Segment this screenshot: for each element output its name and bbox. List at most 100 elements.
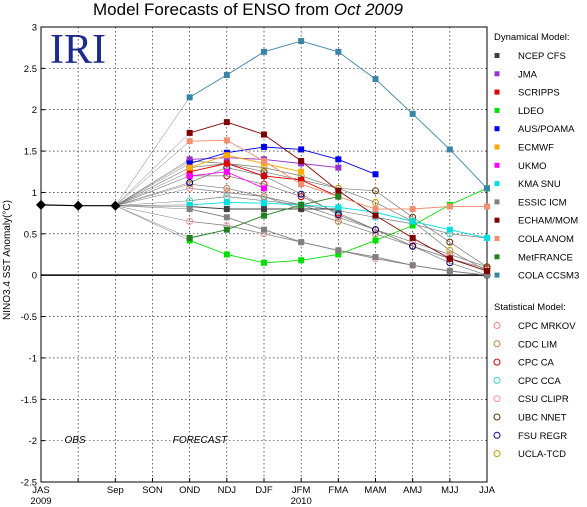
legend-swatch-echam-mom <box>494 217 500 223</box>
point-echam-mom <box>298 158 305 165</box>
legend-label-cpc-ca: CPC CA <box>518 358 555 369</box>
point-csu-clipr <box>186 217 194 225</box>
point-echam-mom <box>446 255 453 262</box>
y-tick-label: 1 <box>32 188 37 199</box>
connector-ecmwf <box>115 167 190 206</box>
legend-label-echam-mom: ECHAM/MOM <box>518 216 578 227</box>
point-kma-snu <box>335 204 342 211</box>
legend: Dynamical Model: NCEP CFS JMA SCRIPPS LDEO AU… <box>493 32 579 460</box>
connector-essic-icm <box>115 205 190 210</box>
connector-jma <box>115 159 190 206</box>
point-fsu-regr <box>297 190 305 198</box>
point-cola-anom <box>484 203 490 210</box>
point-ecmwf <box>186 164 193 171</box>
point-essic-icm <box>409 262 416 269</box>
point-aus-poama <box>335 156 342 163</box>
legend-label-cpc-mrkov: CPC MRKOV <box>518 321 576 332</box>
x-tick-label: MAM <box>364 485 386 496</box>
connector-cpc-mrkov <box>115 188 190 206</box>
point-cola-ccsm3 <box>409 110 416 117</box>
connector-cdc-lim <box>115 183 190 206</box>
legend-swatch-jma <box>494 71 500 77</box>
point-cola-ccsm3 <box>484 185 490 192</box>
point-essic-icm <box>186 206 193 212</box>
point-cola-ccsm3 <box>186 94 193 101</box>
legend-label-cpc-cca: CPC CCA <box>518 376 561 387</box>
x-tick-label: Sep <box>107 485 124 496</box>
point-kma-snu <box>446 226 453 233</box>
point-cola-anom <box>372 206 379 212</box>
point-metfrance <box>335 193 342 200</box>
point-echam-mom <box>409 234 416 241</box>
x-tick-label: AMJ <box>403 485 422 496</box>
point-cdc-lim <box>372 230 379 238</box>
point-cdc-lim <box>223 184 231 192</box>
connector-ukmo <box>115 175 190 206</box>
connector-cpc-cca <box>115 200 190 206</box>
point-cola-anom <box>409 206 416 212</box>
observed-point <box>110 200 121 211</box>
legend-swatch-scripps <box>494 89 500 95</box>
legend-label-csu-clipr: CSU CLIPR <box>518 394 569 405</box>
point-ucla-tcd <box>372 198 379 206</box>
point-aus-poama <box>372 171 379 178</box>
legend-swatch-csu-clipr <box>493 395 501 403</box>
point-scripps <box>261 172 267 179</box>
chart-title: Model Forecasts of ENSO from Oct 2009 <box>93 0 403 19</box>
legend-swatch-essic-icm <box>494 199 500 205</box>
point-ukmo <box>186 172 193 179</box>
point-ncep-cfs <box>261 206 267 212</box>
point-echam-mom <box>261 131 267 138</box>
legend-label-ldeo: LDEO <box>518 106 544 117</box>
legend-label-kma-snu: KMA SNU <box>518 179 561 190</box>
connector-kma-snu <box>115 204 190 206</box>
point-cola-anom <box>261 158 267 165</box>
point-metfrance <box>186 234 193 241</box>
point-jma <box>335 164 342 171</box>
connector-cola-ccsm3 <box>115 97 190 206</box>
connector-scripps <box>115 171 190 206</box>
legend-label-cdc-lim: CDC LIM <box>518 339 557 350</box>
iri-logo: IRI <box>50 27 106 73</box>
point-ecmwf <box>223 152 230 159</box>
point-cola-ccsm3 <box>298 38 305 45</box>
point-cola-ccsm3 <box>372 76 379 83</box>
point-cola-anom <box>186 138 193 145</box>
connector-ldeo <box>115 205 190 241</box>
point-ubc-nnet <box>372 187 379 195</box>
point-ucla-tcd <box>446 246 454 254</box>
point-cdc-lim <box>334 217 342 225</box>
legend-swatch-cdc-lim <box>493 340 501 348</box>
point-echam-mom <box>223 119 230 126</box>
y-tick-label: -2 <box>29 436 37 447</box>
legend-label-metfrance: MetFRANCE <box>518 252 573 263</box>
point-essic-icm <box>446 268 453 275</box>
point-essic-icm <box>223 214 230 221</box>
legend-header-statistical: Statistical Model: <box>494 302 566 313</box>
point-cola-ccsm3 <box>223 71 230 78</box>
connector-cola-anom <box>115 140 190 206</box>
point-ldeo <box>298 257 305 264</box>
chart-title-date: Oct 2009 <box>334 0 404 19</box>
legend-swatch-ldeo <box>494 107 500 113</box>
legend-label-essic-icm: ESSIC ICM <box>518 197 567 208</box>
point-kma-snu <box>409 218 416 225</box>
connector-echam-mom <box>115 132 190 206</box>
point-echam-mom <box>186 129 193 136</box>
point-essic-icm <box>298 239 305 246</box>
legend-label-jma: JMA <box>518 69 538 80</box>
legend-swatch-cola-ccsm3 <box>494 272 500 278</box>
legend-swatch-cola-anom <box>494 236 500 241</box>
legend-swatch-ucla-tcd <box>493 450 501 458</box>
connector-metfrance <box>115 205 190 239</box>
legend-label-cola-ccsm3: COLA CCSM3 <box>518 271 579 282</box>
connector-ncep-cfs <box>115 205 190 207</box>
y-tick-label: -1.5 <box>21 395 37 406</box>
legend-label-ecmwf: ECMWF <box>518 143 554 154</box>
point-echam-mom <box>335 187 342 194</box>
legend-swatch-ncep-cfs <box>494 53 500 58</box>
point-ncep-cfs <box>223 206 230 212</box>
y-tick-label: 2 <box>32 105 37 116</box>
point-cpc-ca <box>297 193 305 201</box>
